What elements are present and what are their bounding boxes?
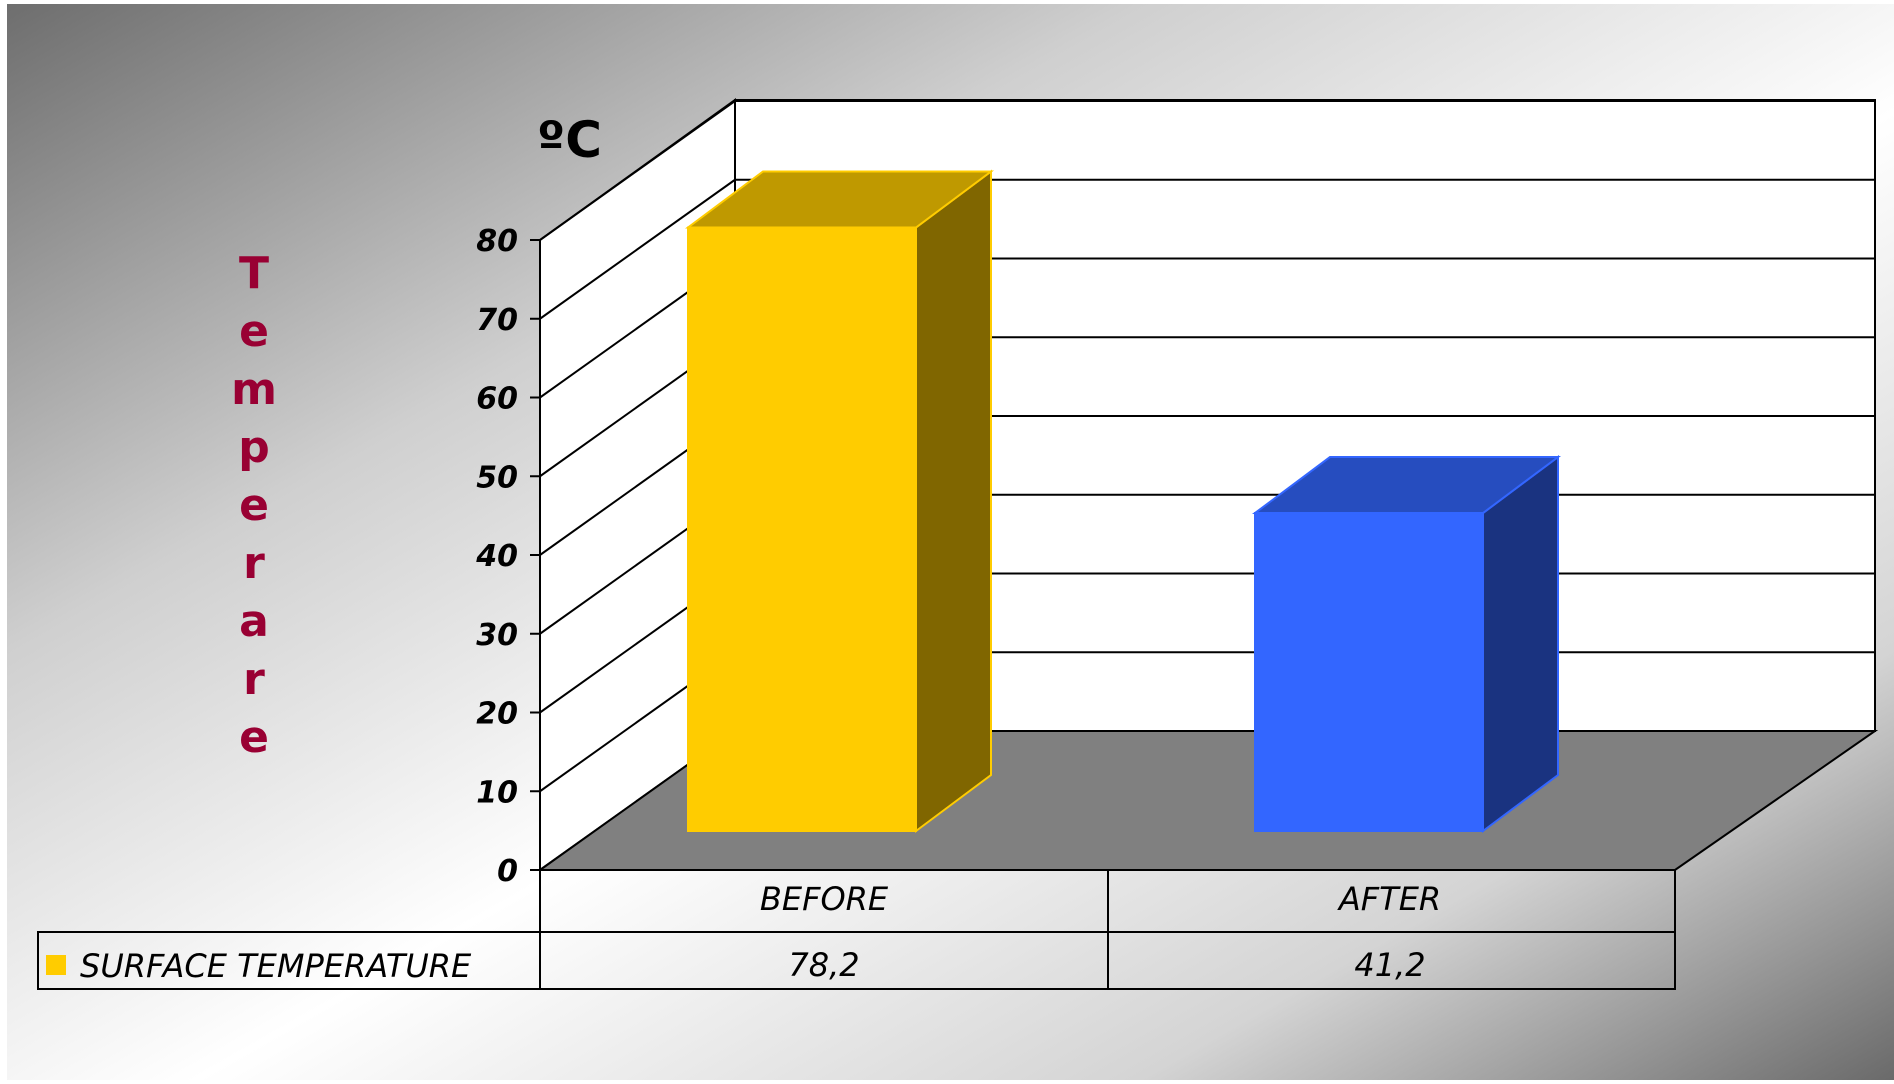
table-category-before: BEFORE <box>760 880 889 918</box>
y-axis-title-letter: r <box>243 654 265 705</box>
y-tick-label: 40 <box>475 539 518 574</box>
bar-after <box>1251 455 1562 833</box>
gridline-side <box>539 178 736 320</box>
y-axis-unit-label: ºC <box>537 111 602 169</box>
bars <box>684 169 1562 833</box>
table-value-after: 41,2 <box>1354 946 1425 984</box>
y-tick-label: 0 <box>497 854 518 889</box>
y-axis-title-letter: p <box>238 422 270 473</box>
table-value-row <box>37 931 1676 990</box>
y-axis-ticks: 0 10 20 30 40 50 60 70 80 <box>475 224 540 889</box>
y-tick-label: 70 <box>476 303 518 338</box>
bar-side-face <box>915 169 992 833</box>
y-tick-label: 10 <box>476 775 518 810</box>
y-axis-title-letter: e <box>239 480 269 531</box>
legend-swatch <box>46 955 66 975</box>
y-tick-label: 20 <box>476 697 518 732</box>
data-table: SURFACE TEMPERATURE BEFORE AFTER 78,2 41… <box>37 869 1676 990</box>
table-category-after: AFTER <box>1337 880 1441 918</box>
y-axis-title-letter: r <box>243 538 265 589</box>
y-tick-label: 50 <box>476 460 518 495</box>
y-axis-title-letter: e <box>239 306 269 357</box>
y-axis-title-letter: a <box>239 596 269 647</box>
y-tick-label: 60 <box>476 382 518 417</box>
gridline-side <box>539 100 736 241</box>
bar-side-face <box>1482 455 1559 833</box>
bar-front-face <box>1254 512 1484 832</box>
bar-front-face <box>687 226 917 832</box>
y-tick-label: 30 <box>476 618 518 653</box>
y-tick-label: 80 <box>476 224 518 259</box>
table-value-before: 78,2 <box>788 946 859 984</box>
y-axis-title-letter: m <box>231 364 277 415</box>
y-axis-title-letter: T <box>239 248 269 299</box>
legend-series-name: SURFACE TEMPERATURE <box>80 947 472 985</box>
bar-before <box>684 169 995 833</box>
y-axis-title-letter: e <box>239 712 269 763</box>
